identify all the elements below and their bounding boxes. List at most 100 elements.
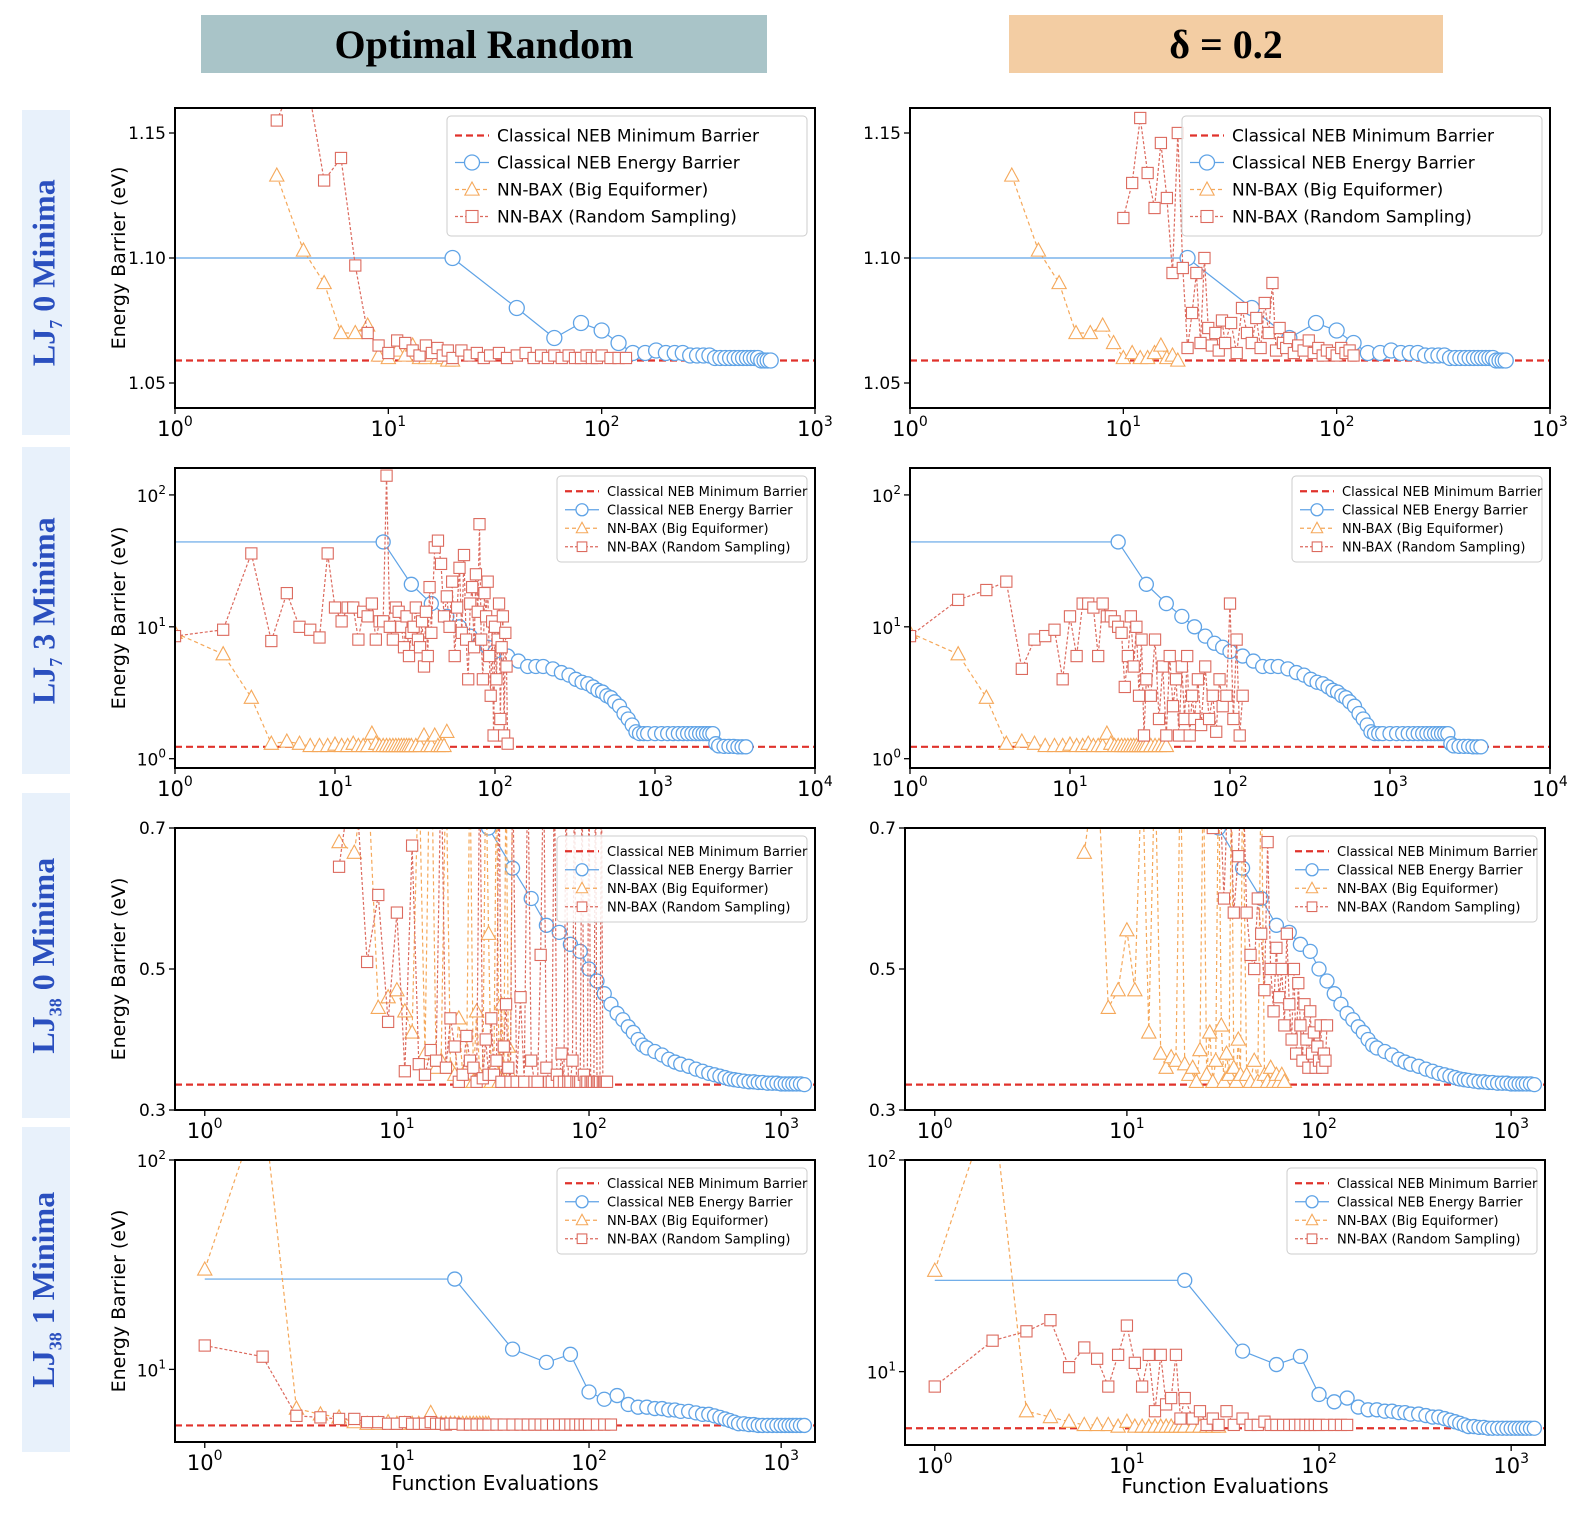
legend-item-random: NN-BAX (Random Sampling) [565,900,790,915]
classical-point [1222,643,1238,660]
random-point [1275,962,1288,976]
random-point [1183,729,1196,742]
random-point [293,620,306,633]
random-point [1287,962,1301,976]
classical-point [1234,1343,1251,1359]
random-point [483,649,496,663]
random-point [531,1075,544,1088]
random-point [1273,321,1286,335]
random-point [1220,689,1233,702]
classical-point [1526,1420,1542,1436]
x-tick-label: 101 [1109,1116,1145,1143]
random-point [361,610,374,623]
x-tick-label: 103 [763,1116,799,1143]
x-axis-label: Function Evaluations [391,1471,598,1495]
random-point [381,1015,395,1029]
random-point [335,615,348,628]
random-point [499,626,512,639]
legend-item-random: NN-BAX (Random Sampling) [455,208,737,228]
random-point [1174,1412,1187,1425]
random-point [1283,331,1296,345]
equiformer-point [1118,1413,1135,1428]
classical-point [1526,1076,1542,1093]
y-tick-label: 0.5 [869,960,896,980]
equiformer-point [1184,1059,1201,1074]
random-point [1191,673,1205,686]
legend-item-classical: Classical NEB Energy Barrier [565,1195,793,1210]
equiformer-point [950,645,967,661]
equiformer-point [468,1002,485,1018]
legend-item-classical: Classical NEB Energy Barrier [1300,503,1528,518]
plot-area [910,534,1550,755]
random-point [1216,700,1229,713]
axes-frame [904,1159,1546,1446]
equiformer-point [1218,1044,1235,1060]
random-point [198,1339,211,1352]
equiformer-point [1042,1408,1059,1424]
random-point [1347,349,1360,362]
equiformer-point [1051,274,1068,290]
legend-item-random: NN-BAX (Random Sampling) [1300,540,1525,555]
random-point [419,605,433,618]
chart-panel-r0-c1: 100 101 102 103 1.05 1.10 1.15 Classical NEB Mi… [863,107,1568,441]
random-point [460,1029,473,1043]
classical-point [581,961,597,977]
random-point [1000,575,1013,588]
legend-item-classical: Classical NEB Energy Barrier [1295,863,1523,878]
x-tick-label: 101 [379,1448,415,1475]
plot-area [175,1160,815,1434]
y-tick-label: 100 [137,747,166,771]
random-point [421,649,434,663]
equiformer-series-line [934,1160,1219,1428]
classical-point [738,739,754,755]
random-point [423,580,436,594]
random-point [1127,660,1140,673]
classical-point [1311,1386,1327,1403]
classical-point [572,314,590,332]
random-point [1270,941,1283,954]
random-point [1262,326,1275,340]
random-point [280,586,293,600]
random-point [600,1075,614,1088]
random-point [1340,1418,1354,1432]
random-point [1254,341,1267,355]
random-point [1166,266,1179,280]
legend-label-equiformer: NN-BAX (Big Equiformer) [607,882,769,897]
random-point [1175,660,1188,673]
random-markers [332,839,614,1088]
random-point [1154,1348,1167,1362]
classical-point [1339,1390,1355,1406]
equiformer-point [1158,737,1175,753]
random-point [1160,729,1173,742]
legend-item-equiformer: NN-BAX (Big Equiformer) [1300,521,1504,537]
x-tick-label: 102 [1301,1451,1337,1478]
random-point [1230,633,1243,646]
random-point [369,633,382,646]
y-tick-label: 1.15 [128,124,166,144]
random-point [1311,1040,1324,1053]
legend-label-classical: Classical NEB Energy Barrier [1232,154,1475,174]
y-tick-label: 0.3 [869,1101,896,1121]
equiformer-point [370,999,387,1014]
x-tick-label: 103 [1493,1116,1529,1143]
equiformer-point [1018,1402,1035,1418]
classical-point [1158,595,1174,612]
legend: Classical NEB Minimum Barrier Classical N… [556,1167,808,1255]
random-point [1120,1319,1134,1332]
x-tick-label: 101 [1106,414,1142,441]
random-point [439,1061,453,1074]
random-point [352,633,365,646]
legend-box [1181,115,1543,237]
legend-label-min: Classical NEB Minimum Barrier [607,1177,808,1192]
plot-area [905,828,1545,1093]
y-tick-label: 1.15 [863,124,901,144]
random-point [467,1061,480,1074]
equiformer-point [1198,1066,1215,1081]
random-markers [270,114,633,365]
x-tick-label: 103 [1372,774,1408,801]
equiformer-point [1204,1073,1221,1088]
classical-point [1497,352,1514,369]
legend-box [446,115,808,237]
random-point [321,547,334,560]
random-point [566,1054,579,1067]
